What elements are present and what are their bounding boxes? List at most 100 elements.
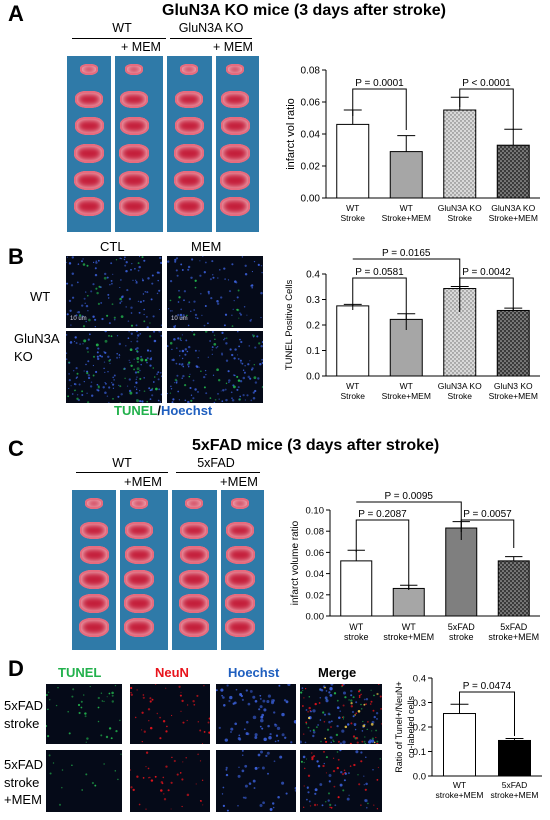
cell-dot bbox=[328, 780, 331, 783]
cell-dot bbox=[254, 346, 257, 349]
cell-dot bbox=[270, 701, 275, 705]
cell-dot bbox=[157, 279, 159, 282]
cell-dot bbox=[87, 295, 89, 297]
cell-dot bbox=[320, 740, 322, 743]
cell-dot bbox=[66, 282, 69, 285]
cell-dot bbox=[348, 794, 350, 796]
cell-dot bbox=[120, 258, 123, 260]
cell-dot bbox=[174, 324, 177, 326]
cell-dot bbox=[108, 692, 111, 695]
cell-dot bbox=[130, 268, 132, 271]
cell-dot bbox=[149, 398, 152, 400]
cell-dot bbox=[208, 731, 210, 734]
cell-dot bbox=[181, 363, 184, 366]
cell-dot bbox=[139, 369, 141, 372]
cell-dot bbox=[199, 260, 201, 262]
cell-dot bbox=[367, 802, 369, 805]
x-category-label: stroke+MEM bbox=[491, 790, 539, 800]
cell-dot bbox=[266, 699, 270, 704]
cell-dot bbox=[71, 272, 75, 276]
bar bbox=[336, 123, 370, 199]
cell-dot bbox=[197, 356, 199, 359]
y-axis-label: TUNEL Positive Cells bbox=[284, 280, 295, 371]
cell-dot bbox=[73, 370, 75, 372]
cell-dot bbox=[371, 720, 375, 724]
cell-dot bbox=[106, 696, 108, 698]
cell-dot bbox=[237, 289, 240, 292]
cell-dot bbox=[140, 400, 142, 402]
cell-dot bbox=[175, 347, 178, 349]
x-category-label: Stroke+MEM bbox=[382, 213, 431, 223]
panel-b-image-ko-mem bbox=[167, 331, 263, 403]
cell-dot bbox=[349, 765, 352, 767]
cell-dot bbox=[143, 308, 145, 311]
cell-dot bbox=[258, 342, 261, 345]
cell-dot bbox=[336, 724, 339, 728]
cell-dot bbox=[135, 350, 139, 353]
cell-dot bbox=[156, 271, 160, 274]
bar bbox=[392, 587, 425, 617]
cell-dot bbox=[169, 392, 172, 394]
cell-dot bbox=[342, 718, 344, 720]
cell-dot bbox=[201, 314, 203, 317]
cell-dot bbox=[367, 721, 369, 723]
cell-dot bbox=[108, 322, 111, 325]
cell-dot bbox=[179, 772, 182, 774]
micrograph-dots bbox=[66, 331, 162, 403]
cell-dot bbox=[211, 274, 214, 276]
cell-dot bbox=[135, 324, 138, 327]
cell-dot bbox=[254, 381, 258, 384]
cell-dot bbox=[360, 708, 363, 710]
cell-dot bbox=[151, 394, 154, 397]
cell-dot bbox=[207, 290, 210, 294]
cell-dot bbox=[212, 276, 215, 279]
cell-dot bbox=[170, 388, 173, 390]
cell-dot bbox=[308, 696, 311, 698]
brain-slice bbox=[78, 594, 110, 613]
cell-dot bbox=[133, 368, 136, 371]
cell-dot bbox=[92, 283, 95, 286]
cell-dot bbox=[152, 367, 155, 369]
cell-dot bbox=[303, 697, 305, 699]
cell-dot bbox=[95, 261, 98, 264]
cell-dot bbox=[373, 804, 375, 806]
cell-dot bbox=[315, 726, 318, 729]
cell-dot bbox=[252, 334, 255, 338]
x-category-label: GluN3A KO bbox=[438, 203, 482, 213]
cell-dot bbox=[83, 339, 87, 343]
cell-dot bbox=[312, 729, 315, 732]
cell-dot bbox=[193, 300, 196, 303]
cell-dot bbox=[139, 333, 142, 335]
cell-dot bbox=[141, 711, 144, 714]
cell-dot bbox=[108, 335, 110, 337]
cell-dot bbox=[241, 256, 244, 258]
cell-dot bbox=[162, 720, 166, 723]
cell-dot bbox=[343, 779, 346, 782]
cell-dot bbox=[71, 296, 75, 299]
cell-dot bbox=[177, 337, 180, 340]
significance-bracket bbox=[459, 277, 514, 310]
cell-dot bbox=[231, 325, 234, 327]
cell-dot bbox=[362, 724, 366, 728]
cell-dot bbox=[134, 268, 136, 270]
cell-dot bbox=[109, 283, 111, 286]
cell-dot bbox=[47, 735, 50, 738]
cell-dot bbox=[92, 355, 96, 358]
cell-dot bbox=[189, 386, 192, 390]
cell-dot bbox=[128, 359, 130, 361]
cell-dot bbox=[137, 262, 140, 265]
y-tick-label: 0.1 bbox=[413, 747, 426, 758]
cell-dot bbox=[75, 342, 78, 344]
cell-dot bbox=[207, 356, 209, 358]
cell-dot bbox=[229, 695, 233, 700]
cell-dot bbox=[225, 773, 229, 777]
cell-dot bbox=[267, 694, 271, 698]
cell-dot bbox=[178, 399, 180, 401]
cell-dot bbox=[252, 695, 256, 699]
panel-a-label: A bbox=[8, 1, 24, 26]
cell-dot bbox=[308, 800, 311, 803]
cell-dot bbox=[88, 318, 91, 322]
cell-dot bbox=[86, 372, 89, 375]
cell-dot bbox=[173, 325, 176, 328]
cell-dot bbox=[169, 341, 173, 345]
